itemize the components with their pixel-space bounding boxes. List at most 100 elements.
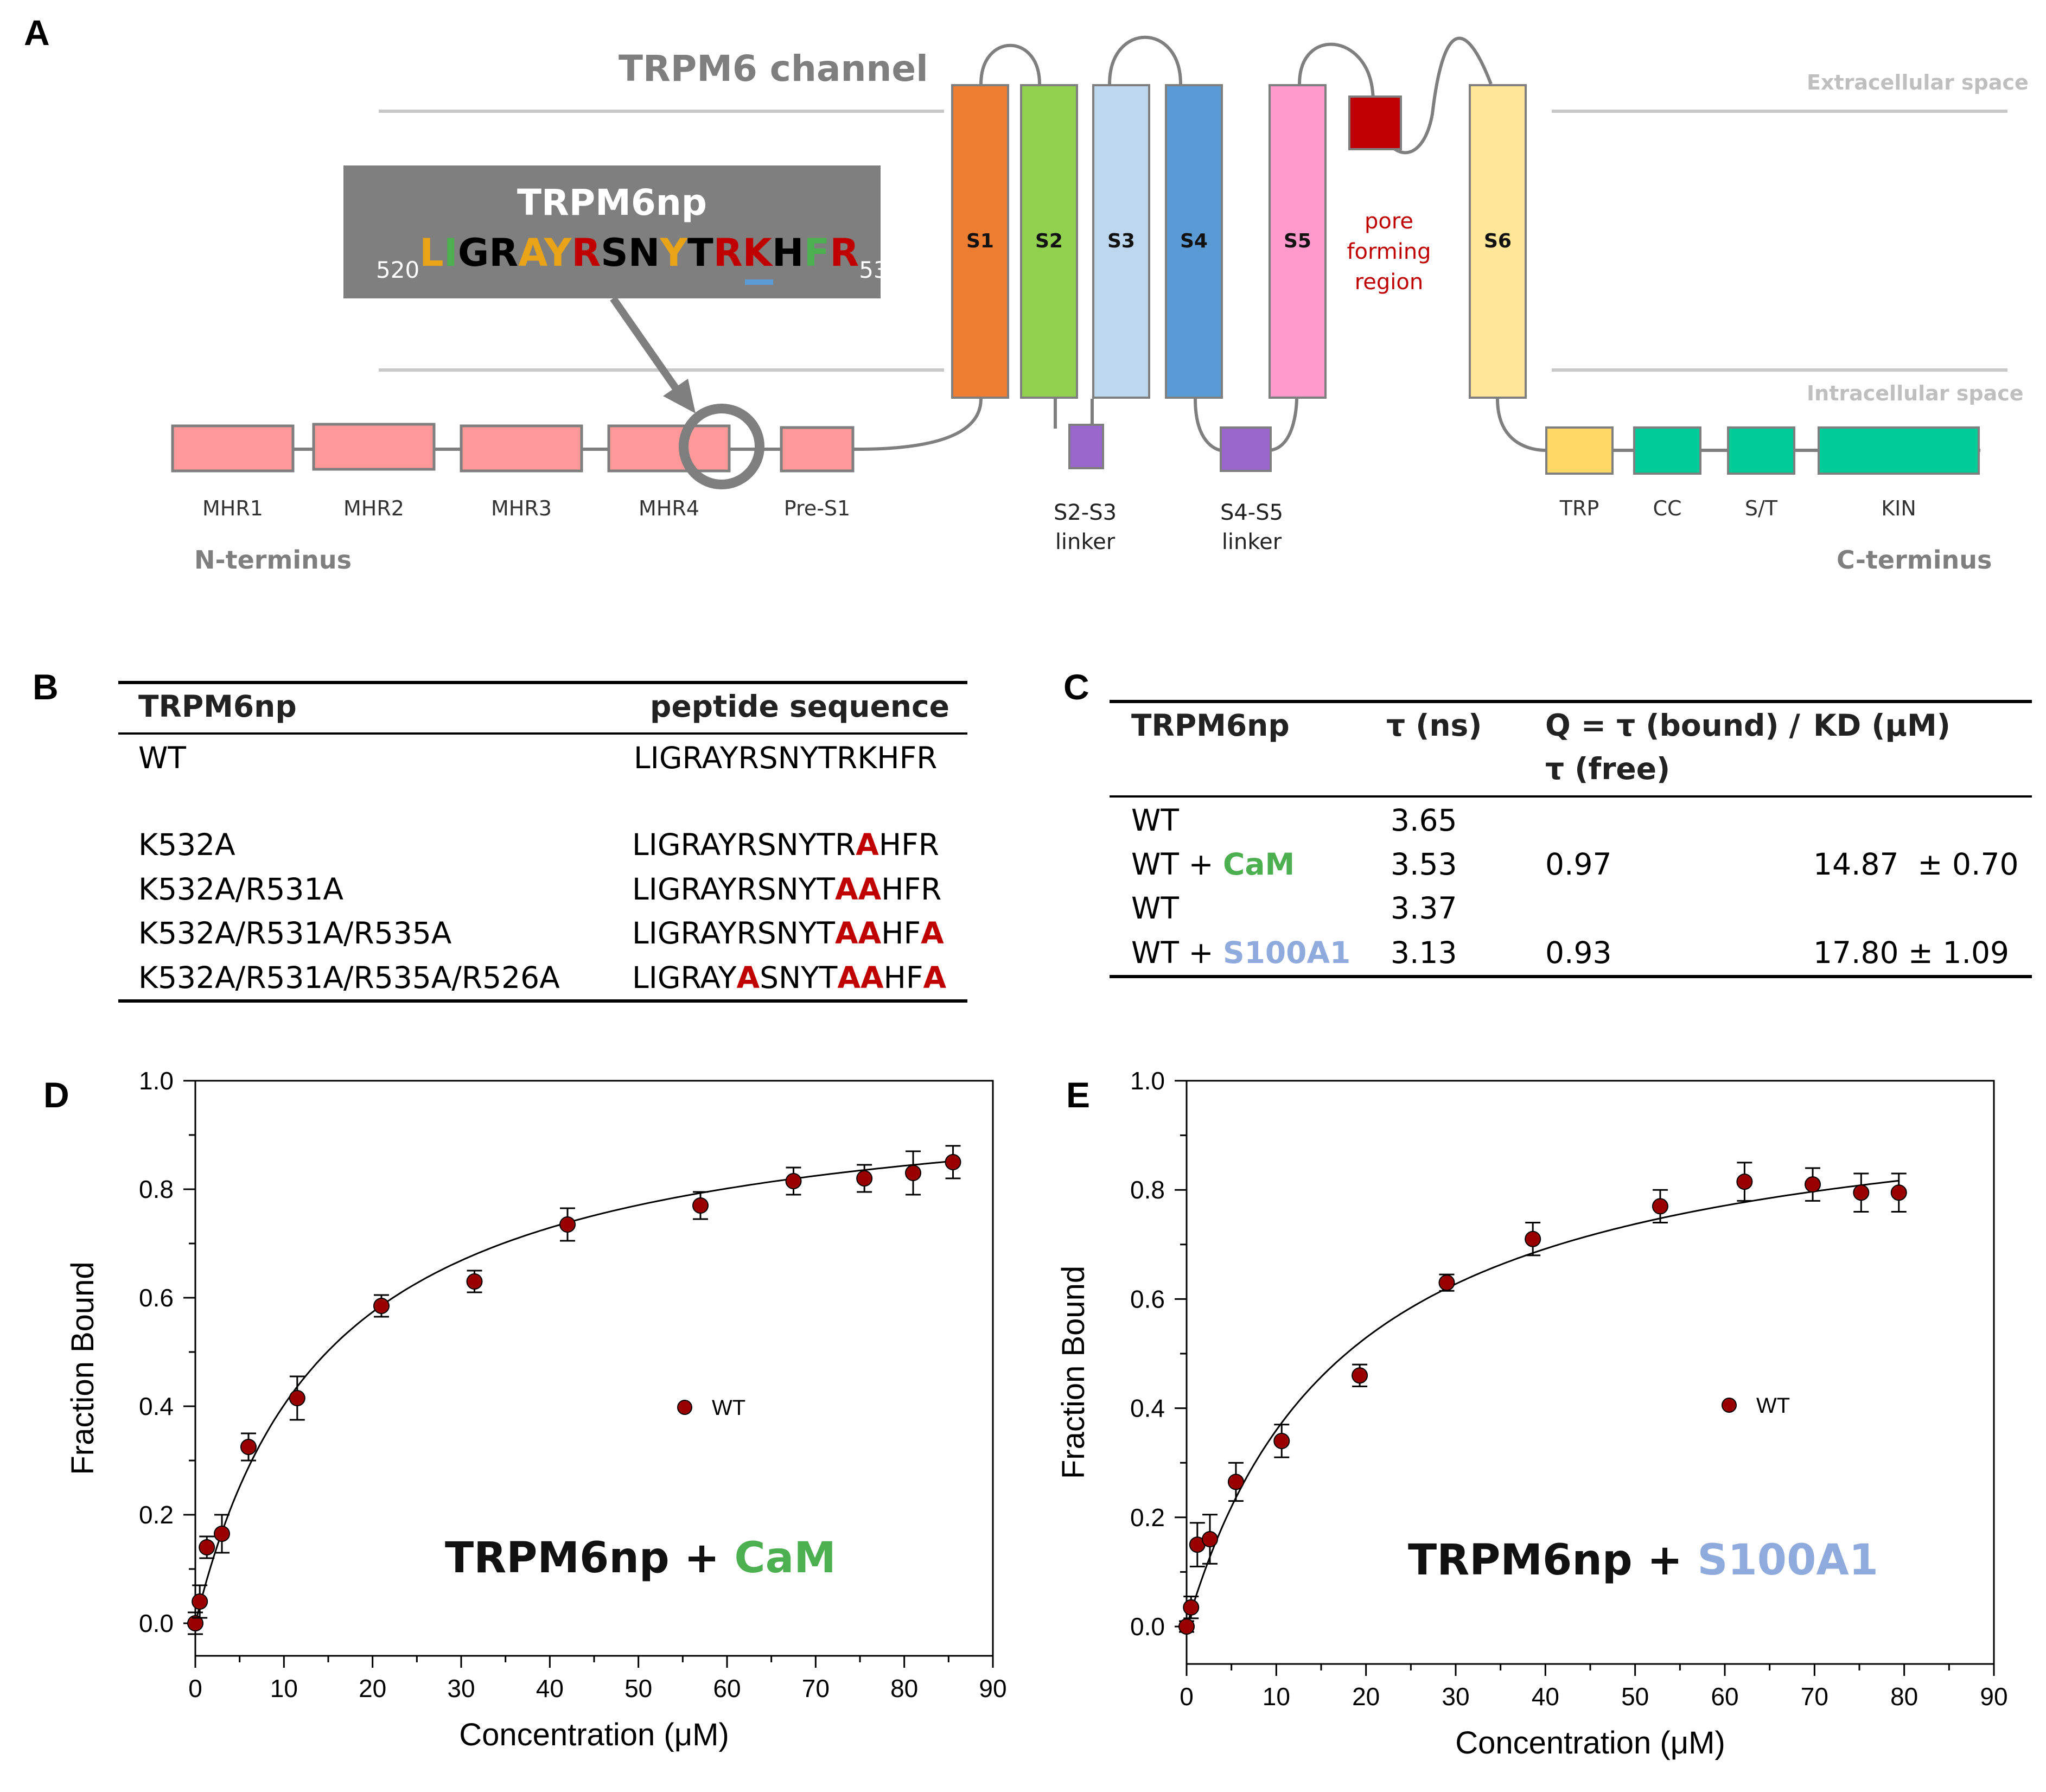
data-point: [1805, 1176, 1821, 1193]
residue: R: [680, 960, 700, 995]
residue: A: [736, 960, 760, 995]
residue: N: [776, 872, 799, 907]
residue: R: [680, 827, 700, 862]
table-c-header-rule: [1110, 795, 2032, 798]
residue: A: [856, 827, 879, 862]
data-point: [559, 1216, 576, 1233]
mhr2-box: [312, 423, 436, 471]
data-point: [856, 1170, 873, 1187]
data-point: [1525, 1230, 1541, 1247]
x-tick-label: 30: [1442, 1682, 1469, 1711]
x-tick-label: 70: [1801, 1682, 1828, 1711]
residue: Y: [800, 741, 819, 775]
table-c-row-name: WT: [1131, 803, 1179, 838]
y-tick-label: 0.2: [1130, 1503, 1165, 1532]
panel-label-e: E: [1066, 1075, 1091, 1115]
segment-label: S4: [1180, 230, 1208, 252]
residue: A: [700, 960, 718, 995]
residue: Y: [718, 827, 737, 862]
residue: T: [817, 827, 835, 862]
residue: L: [632, 827, 649, 862]
residue: N: [778, 960, 801, 995]
data-point: [192, 1593, 208, 1610]
trp-box: [1545, 426, 1614, 475]
loop-s3-s4: [1108, 35, 1182, 85]
table-c-row-name: WT + S100A1: [1131, 935, 1350, 970]
data-point: [1352, 1367, 1368, 1384]
residue: R: [682, 741, 702, 775]
sequence-letter: S: [601, 231, 628, 275]
n-terminus-label: N-terminus: [194, 545, 352, 575]
x-tick-label: 60: [1711, 1682, 1738, 1711]
residue: H: [881, 872, 904, 907]
segment-s3: S3: [1092, 84, 1150, 399]
c-domain-label: CC: [1653, 496, 1682, 520]
annotation-prefix: TRPM6np +: [445, 1534, 734, 1583]
residue: G: [657, 872, 681, 907]
table-c-header-name: TRPM6np: [1131, 708, 1290, 743]
table-c-row-q: 0.97: [1545, 847, 1612, 882]
residue: A: [860, 960, 884, 995]
x-tick-label: 0: [188, 1674, 202, 1702]
peptide-callout: TRPM6np 520LIGRAYRSNYTRKHFR535: [343, 165, 902, 298]
sequence-letter: F: [804, 231, 830, 275]
s6-connector: [1496, 398, 1547, 452]
x-axis-label: Concentration (μM): [459, 1717, 729, 1752]
residue: A: [921, 916, 944, 951]
x-tick-label: 40: [536, 1674, 564, 1702]
s2-s3-linker-label-line1: S2-S3: [1053, 500, 1117, 525]
residue: H: [877, 741, 900, 775]
table-c-row-kd: 14.87 ± 0.70: [1813, 847, 2019, 882]
data-point: [466, 1273, 483, 1290]
table-b-row-sequence: LIGRAYRSNYTAAHFA: [632, 916, 944, 951]
data-point: [1227, 1474, 1244, 1490]
y-tick-label: 0.6: [139, 1284, 174, 1312]
chart-d: 0 10 20 30 40 50 60 70 80 90 0.0 0.2 0.4 0.6 0.8 1.0 Con…: [65, 1067, 1007, 1752]
residue: F: [901, 827, 919, 862]
segment-label: S5: [1284, 230, 1311, 252]
legend-marker: [677, 1400, 692, 1415]
residue: R: [835, 827, 856, 862]
table-b-col1-header: TRPM6np: [138, 689, 297, 724]
residue: F: [903, 916, 921, 951]
data-point: [1438, 1274, 1455, 1291]
x-tick-label: 50: [624, 1674, 652, 1702]
y-axis-label: Fraction Bound: [1056, 1266, 1091, 1479]
data-point: [1178, 1618, 1195, 1635]
panel-label-d: D: [43, 1075, 69, 1115]
residue: L: [634, 741, 651, 775]
table-b-top-rule: [118, 681, 967, 684]
residue: R: [921, 872, 942, 907]
segment-label: S6: [1484, 230, 1512, 252]
segment-s1: S1: [951, 84, 1009, 399]
table-b-bottom-rule: [118, 999, 967, 1003]
annotation-partner: S100A1: [1697, 1536, 1878, 1585]
residue: I: [648, 872, 658, 907]
s2-s3-connector: [1054, 399, 1094, 429]
y-axis-label: Fraction Bound: [65, 1261, 100, 1475]
sequence-letter: R: [489, 231, 519, 275]
panel-label-b: B: [33, 667, 59, 707]
y-tick-label: 0.2: [139, 1501, 174, 1529]
pore-label: pore forming region: [1329, 206, 1449, 297]
kin-box: [1818, 426, 1980, 475]
sequence-letter: N: [628, 231, 660, 275]
residue: Y: [798, 827, 817, 862]
table-b-header-rule: [118, 732, 967, 735]
data-point: [1652, 1198, 1668, 1215]
c-domain-label: KIN: [1881, 496, 1916, 520]
table-c-row-tau: 3.53: [1391, 847, 1457, 882]
residue: S: [757, 872, 776, 907]
segment-s2: S2: [1020, 84, 1078, 399]
table-c-header-kd: KD (μM): [1813, 708, 1951, 743]
sequence-underline: [745, 279, 773, 285]
y-tick-label: 1.0: [139, 1067, 174, 1095]
residue: A: [700, 872, 718, 907]
residue: G: [657, 916, 681, 951]
segment-s5: S5: [1269, 84, 1327, 399]
s2-s3-linker-label: S2-S3 linker: [1031, 498, 1139, 557]
data-point: [905, 1165, 921, 1181]
residue: L: [632, 960, 649, 995]
table-b-row-name: K532A/R531A/R535A/R526A: [138, 960, 560, 995]
mhr4-box: [607, 424, 731, 473]
